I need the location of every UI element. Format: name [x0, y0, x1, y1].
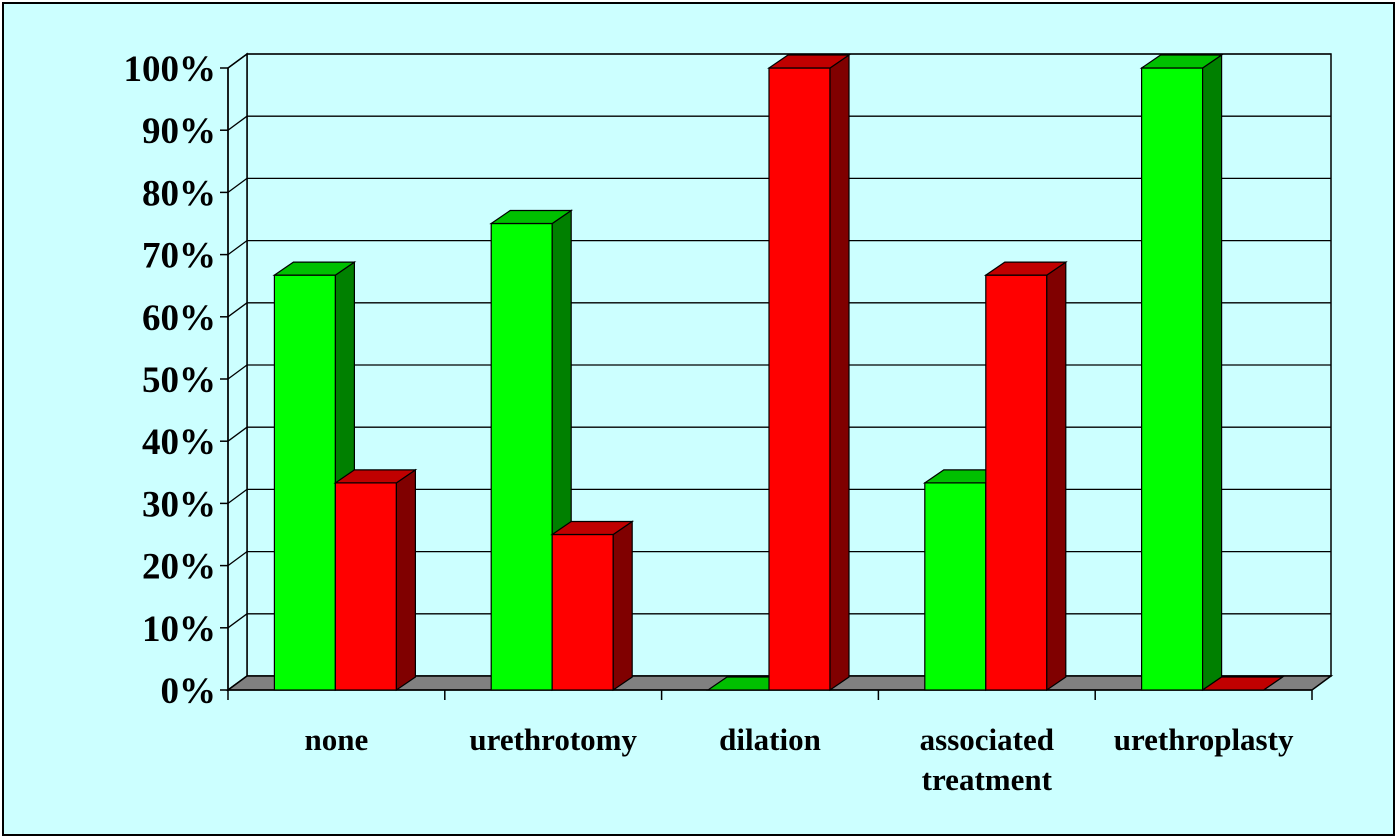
y-tick-label: 100%: [124, 49, 217, 90]
y-axis-tick-labels: 0% 10% 20% 30% 40% 50% 60% 70% 80% 90% 100%: [124, 49, 217, 712]
bar-side: [829, 53, 850, 692]
bar-front: [1140, 67, 1204, 691]
gridline: [227, 177, 1331, 193]
bar-side: [612, 520, 633, 692]
gridline: [227, 115, 1331, 131]
bar: [550, 520, 635, 692]
bar-top: [333, 469, 418, 484]
bar: [333, 468, 418, 692]
bar-front: [551, 533, 614, 691]
bar-front: [490, 222, 553, 691]
bar-top: [767, 54, 851, 69]
bar-top: [550, 520, 635, 536]
y-tick-label: 30%: [142, 484, 216, 525]
y-tick-label: 10%: [142, 609, 216, 650]
gridline: [227, 426, 1331, 442]
bar-front: [985, 274, 1048, 691]
bar: [1139, 53, 1224, 692]
gridline: [227, 53, 1331, 69]
bars: [272, 53, 1285, 692]
y-tick-label: 60%: [142, 298, 216, 339]
bar-front: [768, 67, 831, 691]
category-label: urethroplasty: [1114, 722, 1294, 757]
bar: [767, 53, 851, 692]
bar-top: [1200, 676, 1285, 691]
y-tick-label: 20%: [142, 547, 216, 588]
bar-top: [489, 209, 574, 225]
y-tick-label: 0%: [161, 671, 217, 712]
gridline: [227, 302, 1331, 318]
y-tick-label: 80%: [142, 173, 216, 214]
gridline: [227, 364, 1331, 380]
bar-front: [273, 274, 336, 691]
y-tick-label: 50%: [142, 360, 216, 401]
gridline: [227, 239, 1331, 256]
category-label: associated treatment: [920, 722, 1054, 797]
category-label: none: [305, 722, 369, 757]
bar-chart: 0% 10% 20% 30% 40% 50% 60% 70% 80% 90% 100% none ur…: [124, 49, 1334, 797]
x-axis-category-labels: none urethrotomy dilation associated treatme…: [305, 722, 1294, 797]
bar-side: [395, 468, 416, 692]
bar-side: [1046, 260, 1067, 692]
bar-front: [334, 482, 397, 691]
bar-side: [1201, 53, 1223, 692]
bar: [983, 260, 1068, 692]
y-tick-label: 90%: [142, 111, 216, 152]
bar-front: [924, 482, 987, 691]
category-label: dilation: [719, 722, 821, 757]
y-tick-label: 70%: [142, 236, 216, 277]
bar-top: [272, 261, 357, 276]
y-tick-label: 40%: [142, 422, 216, 463]
bar: [1200, 676, 1285, 691]
category-label: urethrotomy: [469, 722, 637, 757]
bar-top: [1139, 54, 1224, 69]
bar-top: [983, 261, 1068, 276]
